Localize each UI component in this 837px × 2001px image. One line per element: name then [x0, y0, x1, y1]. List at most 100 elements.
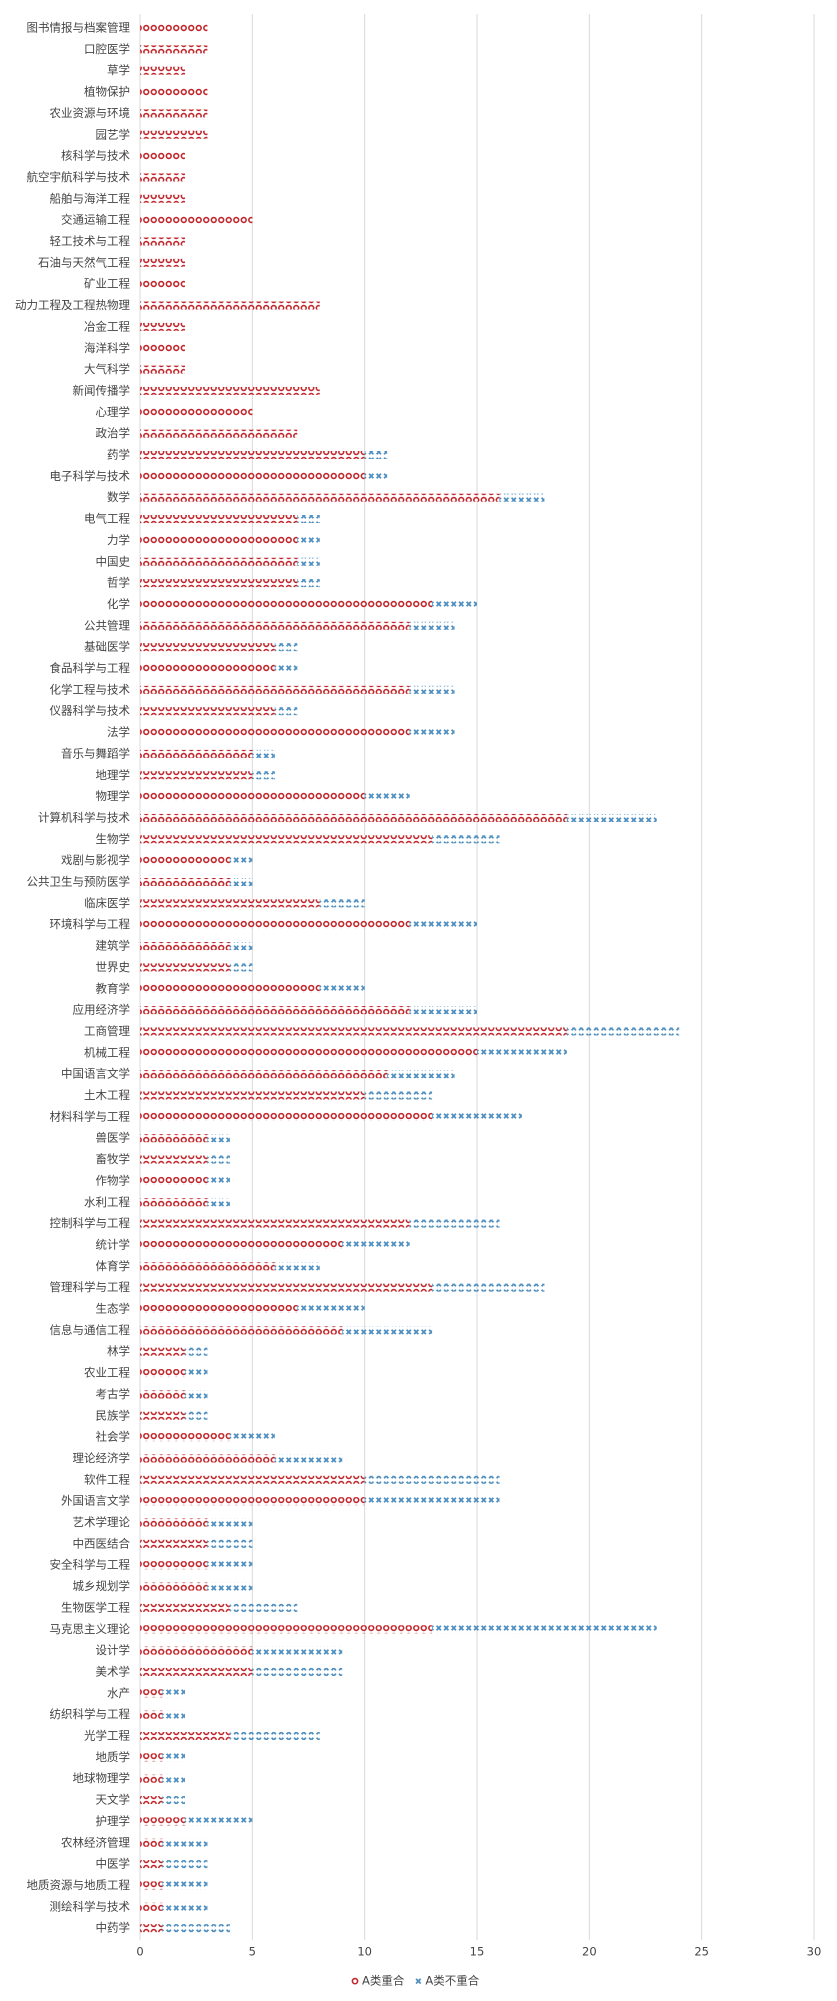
bar-segment [364, 472, 388, 481]
bar-segment [140, 1561, 208, 1570]
bar-segment [140, 1112, 433, 1121]
bar-segment [140, 1518, 208, 1527]
bar-segment [140, 493, 500, 502]
y-tick-label: 动力工程及工程热物理 [15, 298, 130, 312]
bar-segment [140, 835, 433, 844]
bar-segment [140, 1646, 253, 1655]
bar-segment [162, 1924, 230, 1933]
bar-segment [432, 1625, 657, 1634]
y-tick-label: 教育学 [96, 981, 131, 995]
bar-segment [140, 1753, 163, 1762]
x-tick-label: 10 [357, 1945, 372, 1959]
bar-segment [140, 899, 320, 908]
y-tick-label: 兽医学 [96, 1131, 131, 1145]
y-tick-label: 建筑学 [96, 939, 131, 953]
bar-segment [229, 1603, 298, 1612]
bar-segment [432, 600, 477, 609]
y-tick-label: 农业工程 [84, 1366, 130, 1380]
bar-segment [140, 451, 365, 459]
bar-segment [140, 707, 275, 716]
bar-segment [140, 1902, 163, 1911]
y-tick-label: 哲学 [107, 576, 130, 590]
bar-segment [184, 1369, 208, 1378]
bar-segment [140, 878, 230, 886]
bar-segment [207, 1176, 230, 1185]
bar-segment [140, 1070, 388, 1079]
bar-segment [140, 685, 410, 694]
x-tick-label: 15 [470, 1945, 485, 1959]
bar-segment [274, 643, 298, 652]
bar-segment [140, 130, 208, 139]
y-tick-label: 石油与天然气工程 [38, 255, 130, 269]
bar-segment [162, 1753, 185, 1762]
bar-segment [252, 1646, 343, 1655]
y-tick-label: 艺术学理论 [73, 1515, 131, 1529]
bar-segment [140, 1369, 185, 1378]
bar-segment [140, 664, 275, 673]
bar-segment [207, 1518, 253, 1527]
y-tick-label: 光学工程 [84, 1729, 130, 1743]
bar-segment [477, 1048, 567, 1057]
bar-segment [566, 813, 657, 822]
bar-segment [252, 749, 275, 758]
bar-segment [342, 1326, 433, 1335]
bar-segment [140, 1689, 163, 1698]
bar-segment [229, 878, 253, 886]
y-tick-label: 图书情报与档案管理 [27, 21, 131, 35]
bar-segment [274, 1454, 343, 1463]
y-tick-label: 安全科学与工程 [50, 1558, 131, 1572]
bar-segment [207, 1539, 253, 1548]
bar-segment [184, 1411, 208, 1420]
y-tick-label: 工商管理 [84, 1024, 130, 1038]
bar-segment [229, 856, 253, 865]
bar-segment [140, 194, 185, 203]
y-tick-label: 统计学 [96, 1237, 131, 1251]
bar-segment [140, 1283, 433, 1292]
y-tick-label: 纺织科学与工程 [50, 1707, 131, 1721]
legend-label: A类重合 [362, 1974, 405, 1988]
bar-segment [140, 1411, 185, 1420]
y-tick-label: 测绘科学与技术 [50, 1899, 131, 1913]
bar-segment [207, 1582, 253, 1591]
bar-segment [409, 1006, 477, 1015]
bar-segment [140, 1262, 275, 1271]
bar-segment [140, 1006, 410, 1015]
y-tick-label: 体育学 [96, 1259, 131, 1273]
y-tick-label: 海洋科学 [84, 341, 130, 355]
bar-segment [140, 1774, 163, 1783]
bar-segment [207, 1561, 253, 1570]
bar-segment [140, 408, 253, 417]
bar-segment [432, 1283, 545, 1292]
x-tick-label: 25 [694, 1945, 709, 1959]
bar-segment [140, 1091, 365, 1100]
bar-segment [140, 1347, 185, 1356]
y-tick-label: 农林经济管理 [61, 1835, 130, 1849]
bar-segment [207, 1134, 230, 1143]
bar-segment [140, 472, 365, 481]
bar-segment [297, 536, 320, 545]
y-tick-label: 理论经济学 [73, 1451, 131, 1465]
bar-segment [140, 1497, 365, 1506]
bar-segment [140, 1155, 208, 1164]
bar-segment [342, 1240, 410, 1249]
y-tick-label: 天文学 [96, 1793, 131, 1807]
bar-segment [252, 1667, 343, 1676]
bar-segment [274, 664, 298, 673]
bar-segment [140, 792, 365, 801]
bar-segment [297, 557, 320, 566]
bar-segment [140, 1582, 208, 1591]
bar-segment [387, 1070, 455, 1079]
bar-segment [297, 515, 320, 524]
y-tick-label: 化学 [107, 597, 130, 611]
bar-segment [140, 1305, 298, 1313]
legend-marker [415, 1978, 422, 1985]
bar-segment [140, 1881, 163, 1890]
bar-segment [207, 1155, 230, 1164]
bar-segment [140, 322, 185, 331]
y-tick-label: 农业资源与环境 [50, 106, 131, 120]
bar-segment [140, 45, 208, 54]
bar-segment [140, 258, 185, 267]
bar-segment [162, 1689, 185, 1698]
bar-segment [409, 685, 455, 694]
legend-marker [351, 1977, 359, 1985]
